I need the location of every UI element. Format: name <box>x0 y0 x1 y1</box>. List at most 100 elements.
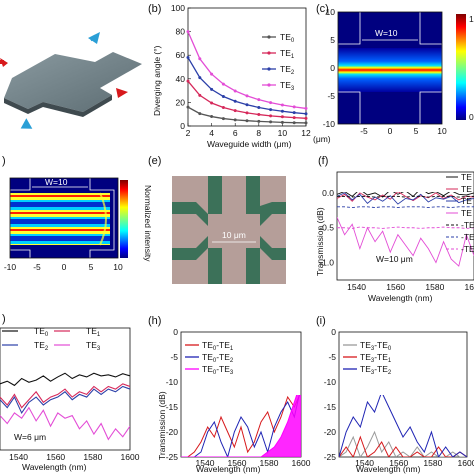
f-series-line-3 <box>337 217 474 267</box>
i-ytick-4: -20 <box>324 427 337 437</box>
panel-c-width-text: W=10 <box>375 28 398 38</box>
panel-b-point-1-8 <box>280 115 284 119</box>
h-ytick-3: -15 <box>166 402 179 412</box>
panel-b-xlabel: Waveguide width (μm) <box>207 139 292 149</box>
panel-b-legend: TE0 TE1 TE2 TE3 <box>262 32 295 92</box>
panel-b-point-3-7 <box>269 101 273 105</box>
arrow-left-red-shaft <box>0 60 4 64</box>
panel-f-xtick-2: 1580 <box>425 282 444 292</box>
panel-b-xtick-1: 4 <box>209 128 214 138</box>
panel-d-xtick-1: -5 <box>33 262 41 272</box>
panel-c-unit: (μm) <box>313 134 331 144</box>
panel-b-ytick-2: 40 <box>176 74 186 84</box>
panel-d-xtick-3: 5 <box>89 262 94 272</box>
h-area-2 <box>181 395 301 457</box>
panel-c-x-ticks: -5 0 5 10 <box>360 126 447 136</box>
panel-b-legend-marker-0 <box>267 35 271 39</box>
panel-b-ylabel: Diverging angle (°) <box>152 45 162 116</box>
panel-f-legend-0: TE <box>461 172 472 182</box>
panel-i-y-ticks: 0 -5 -10 -15 -20 -25 <box>324 327 337 462</box>
panel-d-colorbar-label: Normalized intensity <box>143 185 153 262</box>
panel-b-ytick-1: 20 <box>176 97 186 107</box>
panel-f-label: (f) <box>318 155 328 167</box>
h-line-2 <box>181 395 298 457</box>
panel-b-point-1-6 <box>257 113 261 117</box>
panel-b-xtick-0: 2 <box>186 128 191 138</box>
panel-b-x-ticks: 2 4 6 8 10 12 <box>186 123 311 138</box>
panel-b: (b) 0 20 40 60 80 100 2 4 6 8 10 12 Waveguide widt… <box>148 3 311 149</box>
panel-d-label: ) <box>2 155 6 167</box>
panel-b-point-1-7 <box>269 114 273 118</box>
panel-f-legend-5: -TE <box>461 232 474 242</box>
panel-c-cbar-top: 1 <box>469 14 474 24</box>
panel-d-xtick-2: 0 <box>62 262 67 272</box>
panel-b-point-3-6 <box>257 98 261 102</box>
i-ytick-1: -5 <box>328 352 336 362</box>
panel-f-xtick-0: 1540 <box>347 282 366 292</box>
panel-f-legend-4: -TE <box>461 220 474 230</box>
panel-h-xlabel: Wavelength (nm) <box>196 464 261 474</box>
panel-h-y-ticks: 0 -5 -10 -15 -20 -25 <box>166 327 179 462</box>
panel-c-frame <box>337 11 443 125</box>
panel-b-point-1-1 <box>198 93 202 97</box>
f-series-line-1 <box>337 192 474 202</box>
panel-d-colorbar <box>120 180 128 258</box>
panel-f-ytick-2: -1.0 <box>319 258 334 268</box>
panel-b-point-1-10 <box>304 116 308 120</box>
panel-h-x-ticks: 1540 1560 1580 1600 <box>196 458 311 468</box>
panel-d-outline-right <box>89 178 115 258</box>
panel-d: ) W=10 -10 -5 0 5 10 Normalized intensity <box>2 155 153 272</box>
panel-b-point-3-1 <box>198 57 202 61</box>
arrow-top-blue-shaft <box>89 34 97 42</box>
h-ytick-2: -10 <box>166 377 179 387</box>
panel-f-xtick-3: 1600 <box>465 282 474 292</box>
panel-f-xlabel: Wavelength (nm) <box>368 293 433 303</box>
panel-b-point-0-8 <box>280 120 284 124</box>
panel-b-point-0-0 <box>186 105 190 109</box>
panel-b-point-0-7 <box>269 120 273 124</box>
i-ytick-5: -25 <box>324 452 337 462</box>
panel-f-xtick-1: 1560 <box>386 282 405 292</box>
panel-g-legend: TE0 TE1 TE2 TE3 <box>2 326 101 352</box>
panel-c-y-ticks: -10 -5 0 5 10 <box>323 7 336 129</box>
f-series-line-2 <box>337 192 474 205</box>
i-xtick-2: 1580 <box>423 458 442 468</box>
panel-b-legend-2: TE2 <box>280 64 295 76</box>
panel-c-xtick-0: -5 <box>360 126 368 136</box>
panel-c-ytick-4: 10 <box>326 7 336 17</box>
panel-g-xlabel: Wavelength (nm) <box>22 462 87 472</box>
panel-c-label: (c) <box>316 3 329 15</box>
panel-b-point-0-6 <box>257 119 261 123</box>
panel-b-point-2-0 <box>186 56 190 60</box>
h-legend-0: TE0-TE1 <box>202 340 234 352</box>
f-series-line-5 <box>337 206 474 208</box>
panel-c-colorbar-ticks: 10 <box>469 14 474 122</box>
g-series-line-1 <box>0 383 130 409</box>
panel-b-point-1-4 <box>233 109 237 113</box>
panel-b-ytick-5: 100 <box>171 3 185 13</box>
h-ytick-5: -25 <box>166 452 179 462</box>
panel-b-point-1-2 <box>210 101 214 105</box>
panel-b-point-0-2 <box>210 115 214 119</box>
panel-b-legend-marker-1 <box>267 51 271 55</box>
panel-i-xlabel: Wavelength (nm) <box>356 464 421 474</box>
h-xtick-0: 1540 <box>196 458 215 468</box>
panel-g: ) TE0 TE1 TE2 TE3 1540 1560 1580 1600 W=6 μm W… <box>0 313 140 472</box>
g-series-line-0 <box>0 372 130 387</box>
i-line-1 <box>339 435 467 457</box>
i-legend-0: TE3-TE0 <box>360 340 392 352</box>
panel-b-point-2-8 <box>280 109 284 113</box>
panel-b-point-2-9 <box>292 111 296 115</box>
panel-f-legend: TE TE TE TE -TE -TE -TE <box>446 172 474 254</box>
panel-f-frame <box>336 171 474 281</box>
panel-c-beam <box>338 48 442 92</box>
panel-c-ytick-3: 5 <box>330 35 335 45</box>
panel-e: (e) 10 μm <box>148 155 286 284</box>
panel-b-point-2-4 <box>233 99 237 103</box>
panel-b-point-0-4 <box>233 118 237 122</box>
panel-d-x-ticks: -10 -5 0 5 10 <box>4 262 123 272</box>
panel-e-scale-text: 10 μm <box>222 230 246 240</box>
panel-i-label: (i) <box>316 315 326 327</box>
panel-d-stripes <box>10 193 110 245</box>
panel-f-width-text: W=10 μm <box>376 254 413 264</box>
